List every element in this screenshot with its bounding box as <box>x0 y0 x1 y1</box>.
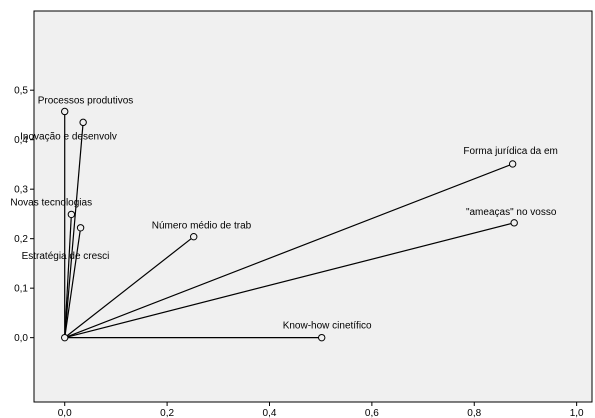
point-labels: Processos produtivos Inovação e desenvolv… <box>10 95 558 331</box>
point-label: Inovação e desenvolv <box>20 131 117 142</box>
x-tick-label: 0,0 <box>58 408 72 418</box>
data-point <box>67 210 76 219</box>
y-tick-label: 0,3 <box>14 185 28 196</box>
x-tick-label: 0,4 <box>263 408 277 418</box>
vector-line <box>64 122 84 338</box>
x-tick-label: 0,6 <box>365 408 379 418</box>
x-tick-label: 0,8 <box>467 408 481 418</box>
data-point <box>510 219 518 227</box>
vector-line <box>64 236 195 339</box>
point-label: Processos produtivos <box>38 95 134 106</box>
vector-lines <box>64 111 515 339</box>
x-tick-label: 0,2 <box>160 408 174 418</box>
y-tick-label: 0,0 <box>14 333 28 344</box>
y-tick-label: 0,5 <box>14 86 28 97</box>
y-tick-label: 0,1 <box>14 284 28 295</box>
point-markers <box>61 107 518 342</box>
data-point <box>61 333 69 342</box>
vector-line <box>64 227 82 338</box>
data-point <box>79 118 87 127</box>
x-axis: 0,0 0,2 0,4 0,6 0,8 1,0 <box>58 402 584 418</box>
data-point <box>76 224 85 232</box>
y-tick-label: 0,2 <box>14 234 28 245</box>
y-axis: 0,0 0,1 0,2 0,3 0,4 0,5 <box>14 86 34 344</box>
data-point <box>190 232 198 241</box>
point-label: "ameaças" no vosso <box>466 207 557 218</box>
y-tick-label: 0,4 <box>14 135 28 146</box>
data-point <box>318 333 326 342</box>
point-label: Novas tecnologias <box>10 197 92 208</box>
vector-line <box>64 222 515 339</box>
x-tick-label: 1,0 <box>570 408 584 418</box>
vector-line <box>64 214 72 338</box>
point-label: Número médio de trab <box>152 221 252 232</box>
data-point <box>61 107 69 116</box>
vector-line <box>64 163 513 339</box>
point-label: Estratégia de cresci <box>22 251 110 262</box>
point-label: Know-how cinetífico <box>283 321 372 332</box>
plot-frame <box>33 10 593 403</box>
point-label: Forma jurídica da em <box>463 146 557 157</box>
data-point <box>508 160 517 168</box>
